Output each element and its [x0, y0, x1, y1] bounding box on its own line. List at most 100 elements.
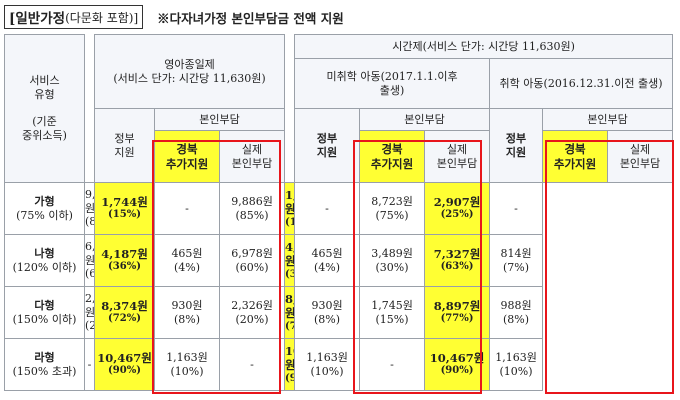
pr-gov-cell: - [218, 338, 286, 391]
pr-act-cell: 1,163원 (10%) [294, 338, 361, 391]
pr-act-amount: 1,163원 [306, 350, 348, 364]
sc-gov-cell: 8,723원 (75%) [359, 182, 426, 235]
title-main: [일반가정 [9, 11, 66, 27]
pr-act-percent: (8%) [314, 312, 341, 326]
fd-gov-amount: 9,886원 [85, 187, 95, 215]
income-range: (120% 이하) [12, 260, 77, 274]
pr-gb-cell: 4,187원(36%) [284, 234, 296, 287]
school-header: 취학 아동(2016.12.31.이전 출생) [489, 58, 674, 109]
fd-act-cell: 930원 (8%) [154, 286, 220, 339]
fd-gov-amount: - [87, 357, 92, 371]
income-range: (150% 이하) [12, 312, 77, 326]
sc-actual-header: 실제 본인부담 [607, 130, 674, 183]
table-row: 라형(150% 초과)-10,467원(90%)1,163원(10%)-10,4… [4, 338, 673, 391]
type-name: 라형 [34, 350, 55, 364]
sc-gb-percent: (90%) [440, 365, 474, 377]
pr-act-amount: 930원 [311, 298, 343, 312]
fd-act-cell: 465원 (4%) [154, 234, 220, 287]
pr-gb-amount: 8,374원 [285, 291, 294, 320]
pr-gb-percent: (36%) [285, 268, 294, 280]
sc-gov-header: 정부 지원 [489, 108, 544, 183]
pr-selfpay-header: 본인부담 [359, 108, 491, 131]
fd-gb-percent: (36%) [108, 261, 141, 273]
title-sub: (다문화 포함)] [65, 10, 139, 25]
fd-act-percent: (10%) [170, 364, 204, 378]
sc-gb-percent: (77%) [440, 313, 474, 325]
fd-gb-amount: 8,374원 [101, 299, 148, 314]
fd-gb-percent: (90%) [108, 365, 141, 377]
sc-gb-header: 경북 추가지원 [542, 130, 609, 183]
fd-act-cell: 1,163원 (10%) [154, 338, 220, 391]
pr-gov-cell: 9,886원 (85%) [218, 182, 286, 235]
title-box: [일반가정 (다문화 포함)] [4, 5, 144, 29]
sc-act-percent: (8%) [503, 312, 530, 326]
pr-act-percent: (4%) [314, 260, 341, 274]
fd-actual-header: 실제 본인부담 [218, 130, 286, 183]
fullday-header: 영아종일제 (서비스 단가: 시간당 11,630원) [93, 34, 286, 109]
pr-gov-amount: 9,886원 [231, 194, 273, 208]
service-type-cell: 다형 (150% 이하) [4, 286, 85, 339]
fd-gb-percent: (15%) [108, 209, 141, 221]
fd-gb-amount: 10,467원 [97, 351, 152, 366]
sc-gb-amount: 10,467원 [429, 351, 485, 366]
fd-gb-amount: 1,744원 [101, 195, 148, 210]
pr-gov-cell: 6,978원 (60%) [218, 234, 286, 287]
type-name: 가형 [34, 194, 55, 208]
sc-gov-percent: (30%) [375, 260, 409, 274]
sc-gb-cell: 10,467원 (90%) [424, 338, 491, 391]
pr-act-amount: 465원 [311, 246, 343, 260]
pr-act-cell: - [294, 182, 361, 235]
fd-gb-amount: 4,187원 [101, 247, 148, 262]
fd-gov-amount: 6,978원 [85, 239, 95, 267]
sc-gb-cell: 2,907원 (25%) [424, 182, 491, 235]
pr-gov-amount: 6,978원 [231, 246, 273, 260]
pr-gb-cell: 10,467원(90%) [284, 338, 296, 391]
fd-act-cell: - [154, 182, 220, 235]
sc-gb-cell: 7,327원 (63%) [424, 234, 491, 287]
sc-gov-cell: - [359, 338, 426, 391]
pr-act-cell: 930원 (8%) [294, 286, 361, 339]
fd-gov-cell: 2,326원(20%) [84, 286, 95, 339]
table-body: 가형(75% 이하)9,886원(85%)1,744원(15%)-9,886원(… [4, 182, 673, 391]
fd-act-amount: 465원 [171, 246, 203, 260]
support-table: 서비스 유형 (기준 중위소득) 영아종일제 (서비스 단가: 시간당 11,6… [4, 34, 674, 391]
sc-gb-amount: 2,907원 [433, 195, 481, 210]
fd-gov-amount: 2,326원 [85, 291, 95, 319]
pr-gb-percent: (72%) [285, 320, 294, 332]
hourly-header: 시간제(서비스 단가: 시간당 11,630원) [294, 34, 674, 59]
sc-act-percent: (7%) [503, 260, 530, 274]
pr-gov-percent: (85%) [235, 208, 269, 222]
pr-gov-percent: (20%) [235, 312, 269, 326]
service-type-cell: 가형 (75% 이하) [4, 182, 85, 235]
sc-act-cell: - [489, 182, 544, 235]
pr-gov-amount: - [250, 357, 254, 371]
fd-act-amount: - [185, 201, 189, 215]
fd-gov-cell: 6,978원(60%) [84, 234, 95, 287]
sc-gov-amount: 3,489원 [371, 246, 413, 260]
sc-gb-percent: (25%) [440, 209, 474, 221]
fd-act-amount: 1,163원 [166, 350, 208, 364]
pr-gov-cell: 2,326원 (20%) [218, 286, 286, 339]
sc-gov-amount: 8,723원 [371, 194, 413, 208]
income-range: (150% 초과) [12, 364, 77, 378]
income-range: (75% 이하) [16, 208, 73, 222]
fd-gov-cell: 9,886원(85%) [84, 182, 95, 235]
fd-gov-percent: (85%) [85, 215, 94, 229]
sc-act-amount: - [514, 201, 518, 215]
service-type-cell: 나형 (120% 이하) [4, 234, 85, 287]
sc-selfpay-header: 본인부담 [542, 108, 674, 131]
pr-gov-header: 정부 지원 [294, 108, 361, 183]
pr-act-cell: 465원 (4%) [294, 234, 361, 287]
pr-gb-percent: (15%) [285, 216, 294, 228]
pr-gb-cell: 1,744원(15%) [284, 182, 296, 235]
pr-gb-amount: 4,187원 [285, 239, 294, 268]
pr-act-amount: - [325, 201, 329, 215]
table-row: 나형(120% 이하)6,978원(60%)4,187원(36%)465원(4%… [4, 234, 673, 287]
sc-gb-percent: (63%) [440, 261, 474, 273]
pr-gov-percent: (60%) [235, 260, 269, 274]
pr-gb-header: 경북 추가지원 [359, 130, 426, 183]
fd-act-percent: (8%) [173, 312, 201, 326]
sc-act-amount: 1,163원 [495, 350, 537, 364]
title-note: ※다자녀가정 본인부담금 전액 지원 [157, 10, 344, 26]
type-name: 다형 [34, 298, 55, 312]
